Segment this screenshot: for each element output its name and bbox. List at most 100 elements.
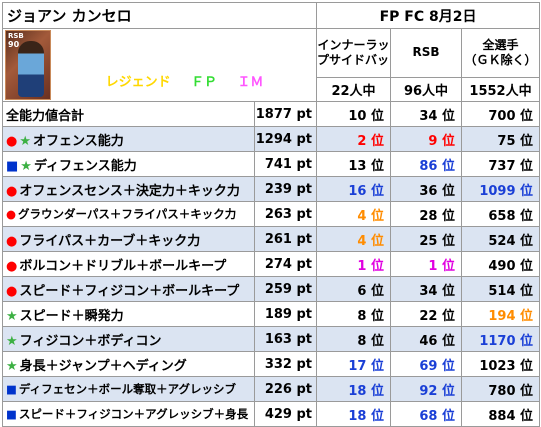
row-label-cell: ■ ディフェセン＋ボール奪取＋アグレッシブ [2, 376, 255, 402]
table-row: ● オフェンスセンス＋決定力＋キック力 239 pt 16 位 36 位 1099 位 [2, 176, 541, 202]
rank-all-players: 1170 位 [460, 326, 541, 352]
circle-icon: ● [6, 207, 17, 221]
row-points: 259 pt [254, 276, 317, 302]
banner-im: ＩＭ [237, 75, 264, 90]
row-label-cell: ● フライパス＋カーブ＋キック力 [2, 226, 255, 252]
table-row: ★ フィジコン＋ボディコン 163 pt 8 位 46 位 1170 位 [2, 326, 541, 352]
col1-line1: インナーラッ [317, 37, 390, 52]
banner-fp: ＦＰ [190, 75, 217, 90]
rank-rsb: 92 位 [390, 376, 462, 402]
row-points: 226 pt [254, 376, 317, 402]
rank-inner-sideback: 1 位 [316, 251, 391, 277]
star-icon: ★ [6, 358, 18, 374]
rank-rsb: 9 位 [390, 126, 462, 152]
banner-line-1: 能力値ランキング [132, 35, 237, 50]
row-label-cell: ★ フィジコン＋ボディコン [2, 326, 255, 352]
star-icon: ★ [6, 308, 18, 324]
col3-line1: 全選手 [482, 37, 519, 52]
row-label: フライパス＋カーブ＋キック力 [19, 233, 201, 249]
rank-inner-sideback: 17 位 [316, 351, 391, 377]
star-icon: ★ [20, 158, 32, 174]
rank-rsb: 46 位 [390, 326, 462, 352]
rank-all-players: 884 位 [460, 401, 541, 427]
rank-all-players: 1099 位 [460, 176, 541, 202]
ranking-rows: 全能力値合計 1877 pt 10 位 34 位 700 位 ● ★ オフェンス能力 1294 … [2, 101, 541, 427]
row-points: 741 pt [254, 151, 317, 177]
row-label-cell: ● ボルコン＋ドリブル＋ボールキープ [2, 251, 255, 277]
rank-all-players: 658 位 [460, 201, 541, 227]
rank-inner-sideback: 4 位 [316, 226, 391, 252]
row-label-cell: ● スピード＋フィジコン＋ボールキープ [2, 276, 255, 302]
banner-amp-1: & [175, 75, 187, 90]
rank-inner-sideback: 2 位 [316, 126, 391, 152]
row-points: 239 pt [254, 176, 317, 202]
count-inner-sideback: 22人中 [316, 76, 391, 103]
banner-legend: レジェンド [105, 75, 171, 90]
square-icon: ■ [6, 382, 17, 396]
rank-inner-sideback: 6 位 [316, 276, 391, 302]
rank-inner-sideback: 8 位 [316, 301, 391, 327]
col-header-inner-sideback: インナーラッ プサイドバック [316, 28, 391, 78]
row-label-cell: ● ★ オフェンス能力 [2, 126, 255, 152]
table-row: ■ スピード＋フィジコン＋アグレッシブ＋身長 429 pt 18 位 68 位 884 位 [2, 401, 541, 427]
col3-line2: （ＧＫ除く） [464, 52, 537, 67]
player-name: ジョアン カンセロ [2, 2, 317, 29]
rank-rsb: 69 位 [390, 351, 462, 377]
rank-all-players: 780 位 [460, 376, 541, 402]
table-row: ● スピード＋フィジコン＋ボールキープ 259 pt 6 位 34 位 514 位 [2, 276, 541, 302]
rank-inner-sideback: 18 位 [316, 401, 391, 427]
table-row: ■ ★ ディフェンス能力 741 pt 13 位 86 位 737 位 [2, 151, 541, 177]
table-row: ★ 身長＋ジャンプ＋ヘディング 332 pt 17 位 69 位 1023 位 [2, 351, 541, 377]
circle-icon: ● [6, 233, 18, 249]
row-points: 332 pt [254, 351, 317, 377]
rank-all-players: 700 位 [460, 101, 541, 127]
circle-icon: ● [6, 283, 18, 299]
card-position: RSB [8, 32, 24, 40]
row-label: グラウンダーパス＋フライパス＋キック力 [18, 207, 237, 221]
rank-inner-sideback: 16 位 [316, 176, 391, 202]
rank-inner-sideback: 8 位 [316, 326, 391, 352]
row-label: ディフェセン＋ボール奪取＋アグレッシブ [18, 382, 236, 396]
rank-inner-sideback: 13 位 [316, 151, 391, 177]
player-figure [18, 41, 44, 97]
date-label: FP FC 8月2日 [315, 2, 541, 29]
rank-inner-sideback: 4 位 [316, 201, 391, 227]
rank-rsb: 28 位 [390, 201, 462, 227]
rank-all-players: 490 位 [460, 251, 541, 277]
rank-rsb: 86 位 [390, 151, 462, 177]
player-card-image: RSB 90 [5, 30, 51, 100]
table-row: ● フライパス＋カーブ＋キック力 261 pt 4 位 25 位 524 位 [2, 226, 541, 252]
square-icon: ■ [6, 158, 19, 174]
rank-inner-sideback: 10 位 [316, 101, 391, 127]
circle-icon: ● [6, 183, 18, 199]
col-header-all-players: 全選手 （ＧＫ除く） [460, 28, 541, 78]
row-label: オフェンス能力 [33, 133, 124, 149]
row-label-cell: ★ スピード＋瞬発力 [2, 301, 255, 327]
row-label: 全能力値合計 [6, 108, 85, 124]
rank-rsb: 25 位 [390, 226, 462, 252]
row-points: 261 pt [254, 226, 317, 252]
row-label-cell: 全能力値合計 [2, 101, 255, 127]
row-label: スピード＋フィジコン＋ボールキープ [19, 283, 240, 299]
row-label: 身長＋ジャンプ＋ヘディング [19, 358, 187, 374]
row-label-cell: ■ スピード＋フィジコン＋アグレッシブ＋身長 [2, 401, 255, 427]
row-points: 274 pt [254, 251, 317, 277]
row-label: ボルコン＋ドリブル＋ボールキープ [19, 258, 227, 274]
table-row: ■ ディフェセン＋ボール奪取＋アグレッシブ 226 pt 18 位 92 位 780 位 [2, 376, 541, 402]
row-label: ディフェンス能力 [33, 158, 137, 174]
row-points: 1877 pt [254, 101, 317, 127]
col1-line2: プサイドバック [317, 52, 390, 67]
row-points: 429 pt [254, 401, 317, 427]
table-row: ★ スピード＋瞬発力 189 pt 8 位 22 位 194 位 [2, 301, 541, 327]
count-all-players: 1552人中 [460, 76, 541, 103]
table-row: 全能力値合計 1877 pt 10 位 34 位 700 位 [2, 101, 541, 127]
rank-rsb: 1 位 [390, 251, 462, 277]
col-header-rsb: RSB [390, 28, 462, 78]
banner-amp-2: & [221, 75, 233, 90]
banner-text: 能力値ランキング 【 対象選手 】 レジェンド & ＦＰ & ＩＭ [53, 30, 316, 101]
rank-rsb: 68 位 [390, 401, 462, 427]
table-row: ● グラウンダーパス＋フライパス＋キック力 263 pt 4 位 28 位 658 位 [2, 201, 541, 227]
rank-rsb: 34 位 [390, 101, 462, 127]
